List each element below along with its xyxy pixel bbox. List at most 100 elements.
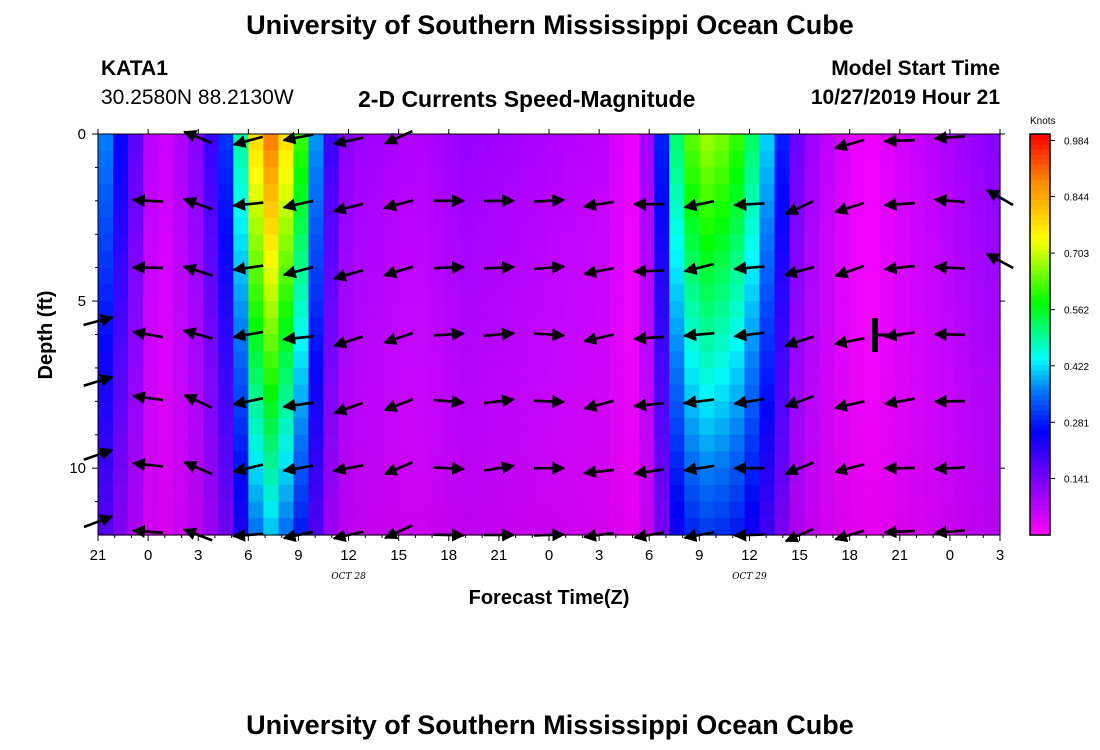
colorbar-swatch — [1030, 214, 1050, 220]
colorbar-tick-label: 0.281 — [1064, 418, 1089, 429]
y-axis: 0 5 10 — [69, 126, 1005, 503]
colorbar-tick-label: 0.703 — [1064, 249, 1089, 260]
colorbar-swatch — [1030, 399, 1050, 406]
colorbar-tick-label: 0.422 — [1064, 362, 1089, 373]
current-vector-arrow — [132, 327, 164, 341]
colorbar-swatch — [1030, 394, 1050, 401]
colorbar-swatch — [1030, 224, 1050, 230]
current-vector-arrow — [332, 268, 364, 282]
current-vector-arrow — [182, 263, 213, 277]
colorbar-swatch — [1030, 444, 1050, 451]
current-vector-arrow — [784, 394, 815, 409]
colorbar-swatch — [1030, 389, 1050, 396]
y-axis-label: Depth (ft) — [35, 291, 57, 380]
colorbar-swatch — [1030, 259, 1050, 265]
colorbar-swatch — [1030, 339, 1050, 346]
colorbar-swatch — [1030, 184, 1050, 190]
colorbar-swatch — [1030, 429, 1050, 436]
current-vector-arrow — [433, 261, 466, 275]
current-vector-arrow — [232, 135, 264, 148]
current-vector-arrow — [533, 328, 566, 342]
current-vector-arrow — [733, 328, 765, 342]
current-vector-arrow — [633, 465, 665, 479]
colorbar-swatch — [1030, 194, 1050, 200]
current-vector-arrow — [383, 265, 414, 279]
colorbar-swatch — [1030, 294, 1050, 301]
current-vector-arrow — [583, 399, 614, 412]
chart-subtitle: 2-D Currents Speed-Magnitude — [358, 86, 696, 112]
current-vector-arrow — [382, 198, 414, 212]
current-vector-arrow — [232, 328, 264, 342]
colorbar-swatch — [1030, 289, 1050, 295]
colorbar-swatch — [1030, 319, 1050, 326]
current-vector-arrow — [733, 261, 765, 275]
colorbar-swatch — [1030, 179, 1050, 185]
current-vector-arrow — [333, 335, 364, 349]
current-vector-arrow — [933, 327, 965, 341]
current-vector-arrow — [933, 461, 965, 475]
colorbar-swatch — [1030, 384, 1050, 391]
colorbar-swatch — [1030, 144, 1050, 150]
x-tick-label: 6 — [244, 547, 252, 564]
current-vector-arrow — [131, 261, 164, 275]
colorbar-swatch — [1030, 199, 1050, 205]
colorbar-tick-label: 0.984 — [1064, 136, 1089, 147]
current-vector-arrow — [883, 134, 915, 148]
colorbar-swatch — [1030, 279, 1050, 285]
colorbar-swatch — [1030, 334, 1050, 341]
colorbar-swatch — [1030, 354, 1050, 361]
current-vector-arrow — [282, 131, 314, 145]
colorbar-swatch — [1030, 134, 1050, 140]
current-vector-arrow — [131, 194, 164, 208]
colorbar-swatch — [1030, 379, 1050, 386]
colorbar-tick-label: 0.844 — [1064, 193, 1089, 204]
current-vector-arrow — [883, 197, 915, 211]
current-vector-arrow — [933, 261, 965, 275]
current-vector-arrow — [784, 200, 814, 216]
current-vector-arrow — [784, 461, 814, 476]
current-vector-arrow — [433, 395, 465, 409]
model-start-value: 10/27/2019 Hour 21 — [810, 86, 1000, 109]
colorbar-swatch — [1030, 154, 1050, 160]
current-vector-arrow — [833, 335, 865, 349]
colorbar-swatch — [1030, 149, 1050, 155]
current-vector-arrow — [583, 265, 615, 279]
colorbar-swatch — [1030, 329, 1050, 336]
current-vector-arrow — [883, 525, 915, 539]
current-vector-arrow — [232, 198, 264, 211]
current-vector-arrow — [132, 391, 164, 404]
current-vector-arrow — [182, 196, 213, 211]
colorbar-swatch — [1030, 414, 1050, 421]
current-vector-arrow — [833, 462, 865, 476]
colorbar-swatch — [1030, 304, 1050, 311]
colorbar-swatch — [1030, 529, 1050, 536]
current-vector-arrow — [883, 461, 915, 475]
current-vector-arrow — [933, 394, 965, 408]
colorbar-swatch — [1030, 524, 1050, 531]
x-tick-label: 9 — [294, 547, 302, 564]
velocity-scale-marker — [872, 318, 902, 352]
current-vector-arrow — [933, 194, 965, 207]
colorbar-swatch — [1030, 139, 1050, 145]
current-vector-arrow — [383, 130, 413, 145]
colorbar-swatch — [1030, 219, 1050, 225]
colorbar-swatch — [1030, 349, 1050, 356]
colorbar-swatch — [1030, 229, 1050, 235]
current-vector-arrow — [834, 264, 865, 279]
model-start-label: Model Start Time — [831, 57, 1000, 80]
current-vector-arrow — [733, 395, 765, 409]
x-tick-label: 21 — [90, 547, 107, 564]
x-tick-label: 0 — [946, 547, 954, 564]
x-axis: 21 0 3 6 9 12 15 18 21 0 3 6 9 12 15 18 21 0 3 OCT 28 OCT 29 — [90, 129, 1004, 582]
colorbar-swatch — [1030, 274, 1050, 280]
current-vector-arrow — [483, 461, 515, 475]
colorbar-swatch — [1030, 249, 1050, 255]
current-vector-arrow — [483, 261, 516, 275]
colorbar-swatch — [1030, 209, 1050, 215]
colorbar-swatch — [1030, 309, 1050, 316]
x-tick-label: 18 — [841, 547, 858, 564]
x-tick-label: 15 — [390, 547, 407, 564]
colorbar-swatch — [1030, 419, 1050, 426]
current-vector-arrow — [332, 462, 364, 476]
